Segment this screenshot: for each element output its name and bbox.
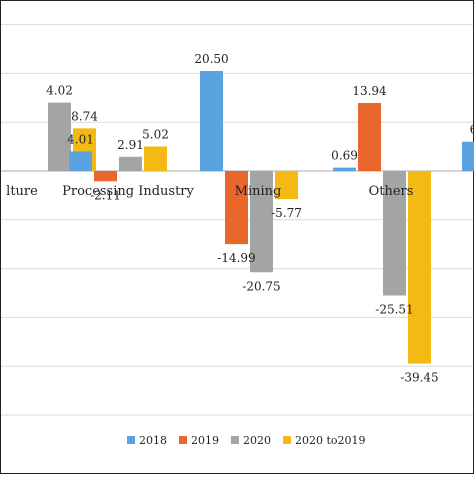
data-label: 0.69: [331, 149, 358, 163]
bar-2018-3: [333, 167, 356, 171]
bar-2018-1: [69, 151, 92, 171]
data-label: -2.11: [90, 188, 121, 202]
data-label: 8.74: [71, 109, 98, 123]
data-labels: 4.02 8.74 4.01 -2.11 2.915.02 20.50 -14.99 -20.…: [46, 52, 474, 385]
legend-swatch: [179, 436, 187, 444]
bar-2019-2: [225, 171, 248, 245]
data-label: 6: [470, 123, 474, 137]
bar-2020-2: [250, 171, 273, 273]
data-label: -20.75: [242, 279, 280, 293]
data-label: 5.02: [142, 128, 169, 142]
data-label: 4.01: [67, 132, 94, 146]
legend-swatch: [231, 436, 239, 444]
data-label: 13.94: [352, 84, 387, 98]
bar-2018-4: [462, 141, 474, 171]
bar-2020-to2019-3: [408, 171, 431, 364]
legend-label: 2018: [139, 434, 167, 447]
bars: [48, 70, 474, 364]
category-label: lture: [6, 184, 38, 199]
legend-label: 2020: [243, 434, 271, 447]
category-label: Others: [369, 184, 414, 199]
category-label: Mining: [235, 184, 282, 199]
data-label: 4.02: [46, 84, 73, 98]
data-label: 2.91: [117, 138, 144, 152]
legend-label: 2019: [191, 434, 219, 447]
bar-2020-to2019-1: [144, 146, 167, 171]
data-label: -25.51: [375, 302, 413, 316]
data-label: -5.77: [271, 206, 302, 220]
bar-2019-3: [358, 102, 381, 171]
data-label: 20.50: [194, 52, 228, 66]
legend: 2018 2019 2020 2020 to2019: [127, 434, 366, 447]
bar-2020-to2019-2: [275, 171, 298, 200]
legend-swatch: [127, 436, 135, 444]
bar-2018-2: [200, 70, 223, 171]
legend-label: 2020 to2019: [295, 434, 366, 447]
bar-2019-1: [94, 171, 117, 182]
legend-swatch: [283, 436, 291, 444]
bar-2020-1: [119, 156, 142, 171]
category-label: Processing Industry: [62, 184, 194, 199]
bar-2020-3: [383, 171, 406, 296]
data-label: -14.99: [217, 251, 255, 265]
category-labels: lture Processing Industry Mining Others: [6, 184, 413, 199]
bar-2020-0: [48, 102, 71, 171]
data-label: -39.45: [400, 371, 438, 385]
